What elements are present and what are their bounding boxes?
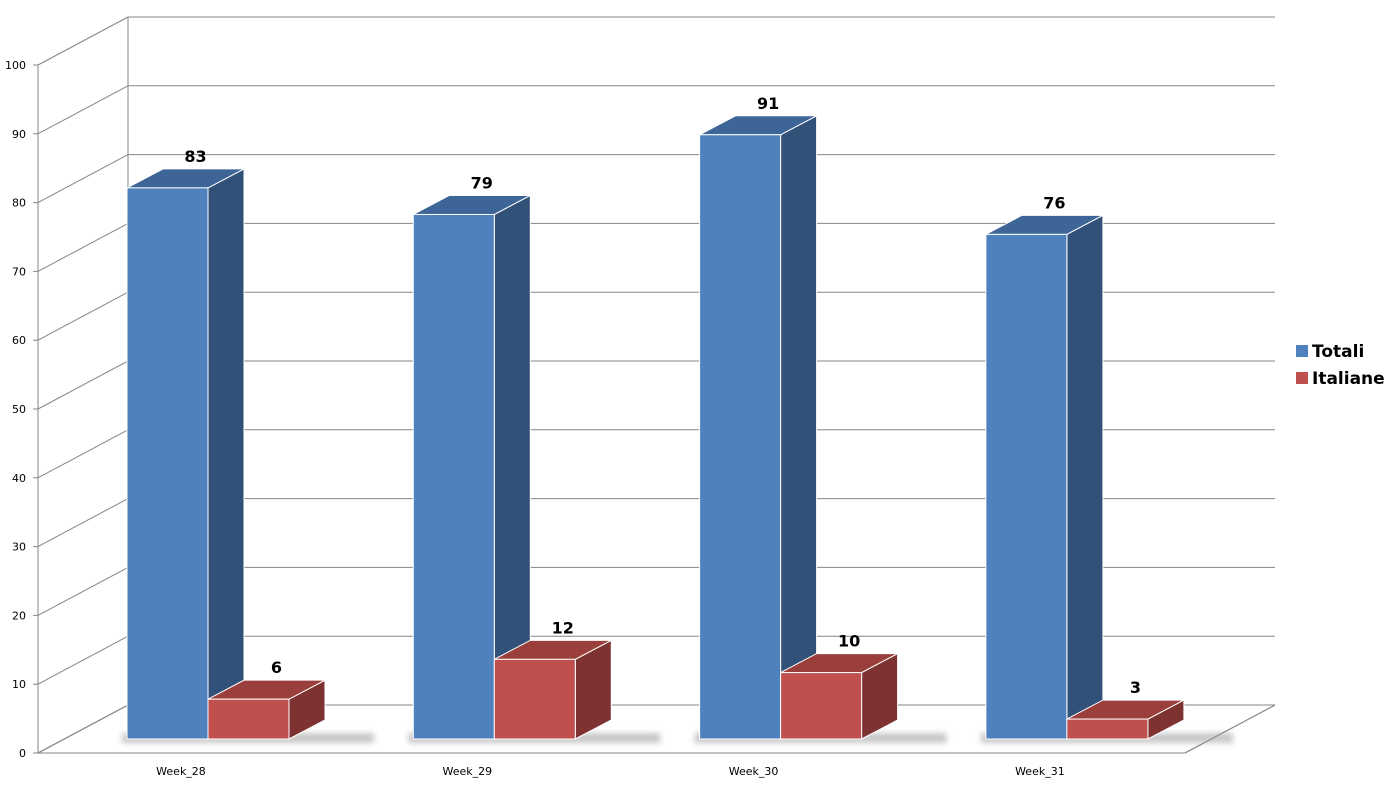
bar-front — [412, 213, 495, 740]
bar-totali-week_28 — [126, 168, 245, 740]
bar-front — [126, 187, 209, 740]
y-tick-label: 20 — [12, 609, 26, 622]
bar-italiane-week_30 — [780, 652, 899, 740]
legend-swatch — [1296, 372, 1308, 384]
x-tick-label: Week_31 — [1015, 765, 1065, 778]
y-tick-label: 30 — [12, 541, 26, 554]
side-gridline — [37, 360, 129, 410]
bar-totali-week_30 — [699, 114, 818, 740]
bar-front — [207, 698, 290, 740]
data-label: 10 — [838, 632, 860, 651]
bar-italiane-week_29 — [493, 639, 612, 740]
legend: Totali Italiane — [1296, 342, 1385, 389]
data-label: 76 — [1043, 193, 1065, 212]
bar-italiane-week_28 — [207, 679, 326, 740]
bar-side — [1066, 214, 1104, 740]
bar-front — [493, 658, 576, 740]
x-tick-label: Week_30 — [729, 765, 779, 778]
x-tick-label: Week_28 — [156, 765, 206, 778]
bar-front — [985, 233, 1068, 740]
floor-right-edge — [1184, 704, 1276, 754]
y-tick-label: 60 — [12, 334, 26, 347]
y-axis-ticks: 0 10 20 30 40 50 60 70 80 90 100 — [5, 59, 38, 760]
side-gridline — [37, 498, 129, 548]
x-tick-label: Week_29 — [442, 765, 492, 778]
y-tick-label: 90 — [12, 128, 26, 141]
side-gridline — [37, 85, 129, 135]
legend-swatch — [1296, 345, 1308, 357]
side-gridline — [37, 704, 129, 754]
data-label: 91 — [757, 94, 779, 113]
category-labels: Week_28 Week_29 Week_30 Week_31 — [156, 765, 1065, 778]
bar-italiane-week_31 — [1066, 699, 1185, 740]
bar-front — [780, 672, 863, 740]
bar-totali-week_29 — [412, 194, 531, 740]
data-label: 3 — [1130, 678, 1141, 697]
side-gridline — [37, 635, 129, 685]
bar-side — [207, 168, 245, 740]
y-tick-label: 70 — [12, 265, 26, 278]
data-label: 83 — [184, 147, 206, 166]
side-gridline — [37, 154, 129, 204]
y-tick-label: 10 — [12, 678, 26, 691]
data-label: 12 — [552, 618, 574, 637]
data-label: 6 — [271, 658, 282, 677]
bar-front — [699, 134, 782, 740]
y-tick-label: 0 — [19, 747, 26, 760]
data-labels: 83 6 79 12 91 10 76 3 — [184, 94, 1141, 697]
side-gridline — [37, 222, 129, 272]
bar-totali-week_31 — [985, 214, 1104, 740]
y-tick-label: 100 — [5, 59, 26, 72]
y-tick-label: 80 — [12, 197, 26, 210]
data-label: 79 — [471, 173, 493, 192]
bar-side — [780, 114, 818, 740]
side-gridline — [37, 291, 129, 341]
side-gridline — [37, 429, 129, 479]
bars — [126, 114, 1185, 740]
legend-entry: Totali — [1312, 342, 1364, 362]
side-gridline — [37, 16, 129, 66]
y-tick-label: 40 — [12, 472, 26, 485]
side-gridline — [37, 566, 129, 616]
y-tick-label: 50 — [12, 403, 26, 416]
legend-entry: Italiane — [1312, 369, 1385, 389]
bar-front — [1066, 718, 1149, 740]
